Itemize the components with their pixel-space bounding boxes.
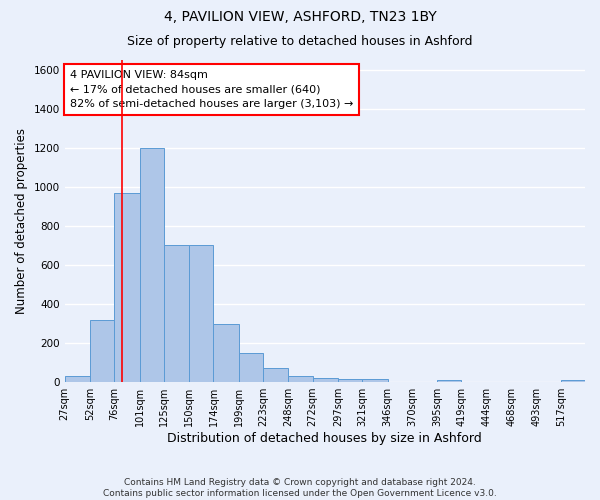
- Text: Size of property relative to detached houses in Ashford: Size of property relative to detached ho…: [127, 35, 473, 48]
- Bar: [214, 324, 239, 382]
- Bar: [189, 246, 214, 382]
- Bar: [338, 379, 362, 382]
- Bar: [263, 368, 289, 382]
- Text: Contains HM Land Registry data © Crown copyright and database right 2024.
Contai: Contains HM Land Registry data © Crown c…: [103, 478, 497, 498]
- Y-axis label: Number of detached properties: Number of detached properties: [15, 128, 28, 314]
- Text: 4, PAVILION VIEW, ASHFORD, TN23 1BY: 4, PAVILION VIEW, ASHFORD, TN23 1BY: [164, 10, 436, 24]
- X-axis label: Distribution of detached houses by size in Ashford: Distribution of detached houses by size …: [167, 432, 482, 445]
- Bar: [140, 148, 164, 382]
- Bar: [114, 192, 140, 382]
- Bar: [164, 246, 189, 382]
- Text: 4 PAVILION VIEW: 84sqm
← 17% of detached houses are smaller (640)
82% of semi-de: 4 PAVILION VIEW: 84sqm ← 17% of detached…: [70, 70, 353, 110]
- Bar: [65, 376, 90, 382]
- Bar: [289, 376, 313, 382]
- Bar: [437, 380, 461, 382]
- Bar: [362, 379, 388, 382]
- Bar: [313, 378, 338, 382]
- Bar: [561, 380, 585, 382]
- Bar: [239, 353, 263, 382]
- Bar: [90, 320, 114, 382]
